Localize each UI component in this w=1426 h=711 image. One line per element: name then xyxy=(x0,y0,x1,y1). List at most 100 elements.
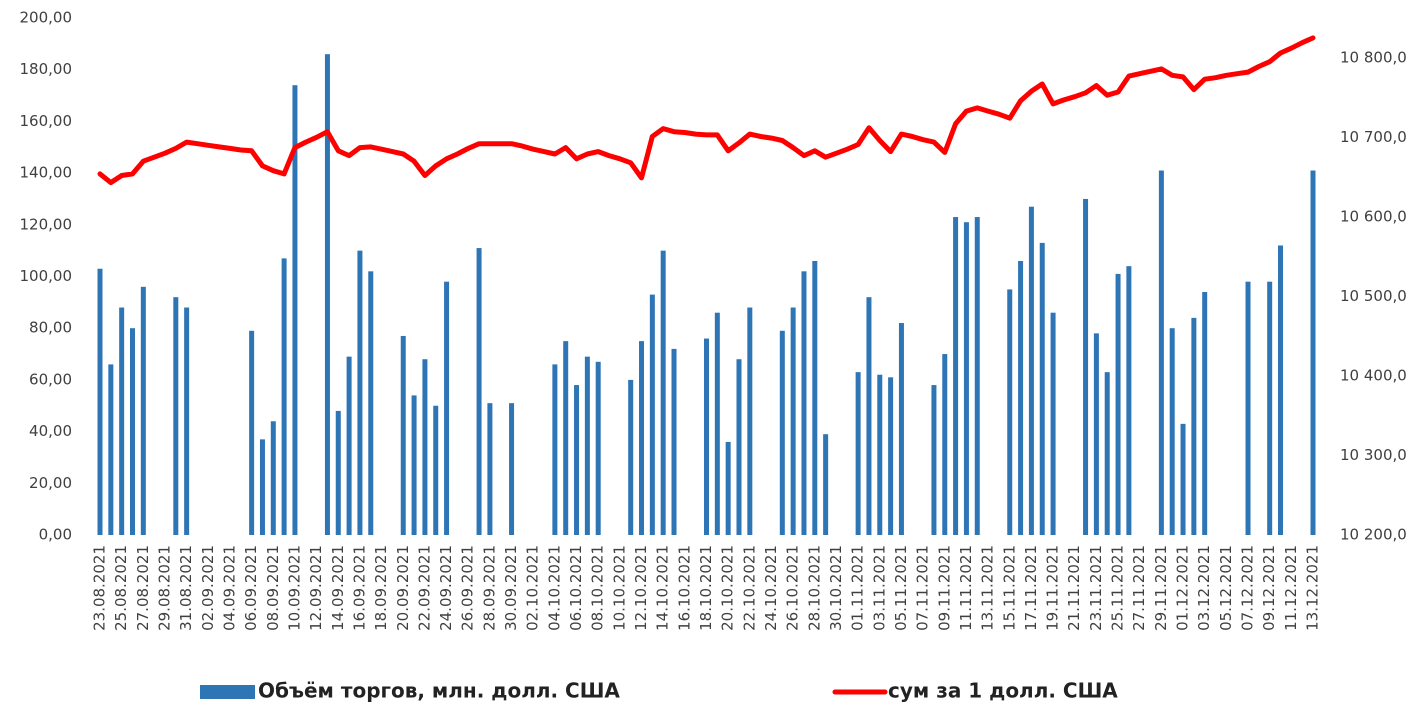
bar xyxy=(736,359,742,535)
line xyxy=(97,35,1316,186)
bar xyxy=(411,395,417,535)
bar xyxy=(292,85,298,536)
bar xyxy=(779,330,785,535)
y2-tick-label: 10 400,0 xyxy=(1340,366,1407,384)
bar xyxy=(173,297,179,535)
y-tick-label: 100,00 xyxy=(20,267,73,285)
bar xyxy=(1115,273,1121,535)
y-tick-label: 80,00 xyxy=(29,319,72,337)
x-tick-label: 05.11.2021 xyxy=(892,545,910,631)
bar xyxy=(281,258,287,535)
x-tick-label: 25.08.2021 xyxy=(112,545,130,631)
bar xyxy=(1245,281,1251,535)
x-tick-label: 14.09.2021 xyxy=(329,545,347,631)
x-tick-label: 04.10.2021 xyxy=(545,545,563,631)
bar xyxy=(184,307,190,535)
x-tick-label: 18.10.2021 xyxy=(697,545,715,631)
bar xyxy=(877,374,883,535)
bar xyxy=(855,372,861,535)
bar xyxy=(931,385,937,535)
x-tick-label: 03.11.2021 xyxy=(870,545,888,631)
x-tick-label: 12.09.2021 xyxy=(307,545,325,631)
bar xyxy=(704,338,709,535)
x-tick-label: 28.10.2021 xyxy=(805,545,823,631)
bar xyxy=(963,222,969,535)
y-tick-label: 40,00 xyxy=(29,422,72,440)
y-tick-label: 20,00 xyxy=(29,474,72,492)
y-tick-label: 180,00 xyxy=(20,60,73,78)
x-tick-label: 11.12.2021 xyxy=(1282,545,1300,631)
x-tick-label: 11.11.2021 xyxy=(957,545,975,631)
bar xyxy=(444,281,450,535)
bar xyxy=(335,410,341,535)
bar xyxy=(1018,260,1024,535)
x-tick-label: 02.09.2021 xyxy=(199,545,217,631)
bar xyxy=(119,307,125,535)
bar xyxy=(974,217,980,536)
x-tick-label: 28.09.2021 xyxy=(480,545,498,631)
bar xyxy=(714,312,720,535)
x-tick-label: 12.10.2021 xyxy=(632,545,650,631)
bar xyxy=(509,403,515,535)
bar xyxy=(942,354,948,535)
y2-tick-label: 10 800,0 xyxy=(1340,48,1407,66)
bar xyxy=(433,405,439,535)
bar xyxy=(400,335,406,535)
x-tick-label: 23.08.2021 xyxy=(91,545,109,631)
x-tick-label: 26.10.2021 xyxy=(784,545,802,631)
bar xyxy=(866,297,872,535)
x-tick-label: 15.11.2021 xyxy=(1000,545,1018,631)
x-tick-label: 09.12.2021 xyxy=(1260,545,1278,631)
bar xyxy=(324,54,330,535)
bar xyxy=(422,359,428,535)
bar xyxy=(476,248,482,535)
bar xyxy=(1028,206,1034,535)
bar xyxy=(1083,198,1089,535)
bar xyxy=(1126,266,1132,535)
bar xyxy=(563,341,569,535)
bar xyxy=(1278,245,1284,536)
x-tick-label: 03.12.2021 xyxy=(1195,545,1213,631)
x-tick-label: 24.09.2021 xyxy=(437,545,455,631)
x-tick-label: 25.11.2021 xyxy=(1109,545,1127,631)
bar xyxy=(346,356,352,535)
bar xyxy=(1202,292,1208,535)
x-tick-label: 22.09.2021 xyxy=(415,545,433,631)
bar xyxy=(487,403,493,535)
bar xyxy=(552,364,558,535)
bar xyxy=(725,441,731,535)
x-tick-label: 05.12.2021 xyxy=(1217,545,1235,631)
x-tick-label: 27.11.2021 xyxy=(1130,545,1148,631)
bar xyxy=(108,364,114,535)
bar xyxy=(649,294,655,535)
x-tick-label: 19.11.2021 xyxy=(1044,545,1062,631)
bar xyxy=(747,307,753,535)
x-tick-label: 06.09.2021 xyxy=(242,545,260,631)
y-tick-label: 160,00 xyxy=(20,112,73,130)
x-tick-label: 27.08.2021 xyxy=(134,545,152,631)
x-tick-label: 02.10.2021 xyxy=(524,545,542,631)
x-tick-label: 01.11.2021 xyxy=(849,545,867,631)
x-tick-label: 17.11.2021 xyxy=(1022,545,1040,631)
bar xyxy=(1180,423,1186,535)
legend-label: Объём торгов, млн. долл. США xyxy=(258,679,620,703)
x-tick-label: 26.09.2021 xyxy=(459,545,477,631)
x-tick-label: 24.10.2021 xyxy=(762,545,780,631)
bar xyxy=(259,439,265,535)
x-tick-label: 07.11.2021 xyxy=(914,545,932,631)
bar xyxy=(1007,289,1013,535)
x-tick-label: 29.08.2021 xyxy=(155,545,173,631)
x-tick-label: 22.10.2021 xyxy=(740,545,758,631)
x-tick-label: 31.08.2021 xyxy=(177,545,195,631)
bar xyxy=(953,217,959,536)
bar xyxy=(140,286,146,535)
bar xyxy=(270,421,276,535)
x-tick-label: 23.11.2021 xyxy=(1087,545,1105,631)
bar xyxy=(1191,317,1197,535)
bar xyxy=(1039,242,1045,535)
x-tick-label: 16.09.2021 xyxy=(350,545,368,631)
bar xyxy=(671,348,677,535)
x-tick-label: 18.09.2021 xyxy=(372,545,390,631)
x-tick-label: 07.12.2021 xyxy=(1239,545,1257,631)
